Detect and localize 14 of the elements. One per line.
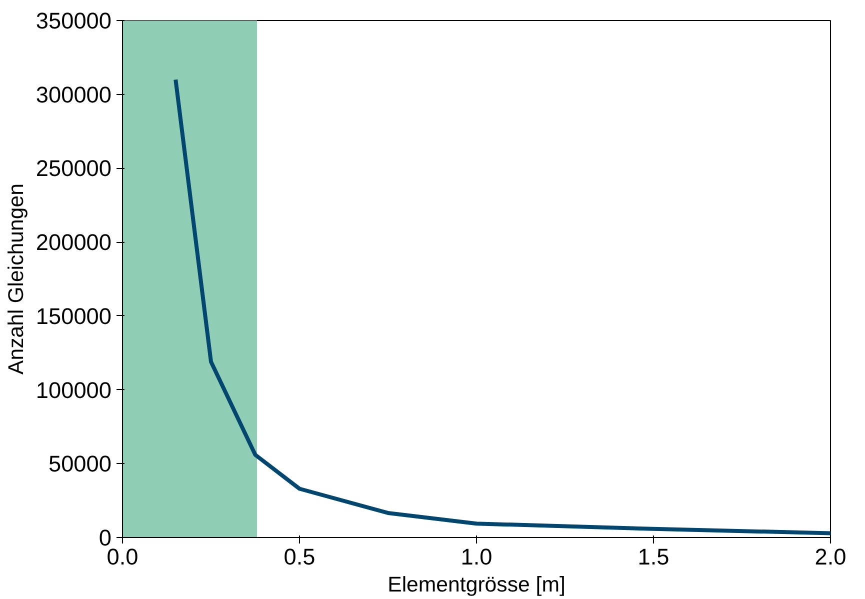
y-tick-label: 50000 xyxy=(48,450,112,477)
y-axis-title: Anzahl Gleichungen xyxy=(4,184,28,374)
y-tick-label: 200000 xyxy=(36,229,112,256)
y-tick-label: 300000 xyxy=(36,81,112,108)
x-tick-label: 2.0 xyxy=(814,544,846,570)
line-series xyxy=(174,78,830,536)
x-tick-label: 1.0 xyxy=(460,544,492,570)
y-tick-label: 350000 xyxy=(36,8,112,34)
y-tick-label: 150000 xyxy=(36,302,112,329)
x-tick-label: 1.5 xyxy=(638,544,670,570)
y-tick-label: 100000 xyxy=(36,376,112,403)
x-axis-title: Elementgrösse [m] xyxy=(388,572,566,596)
y-tick-label: 250000 xyxy=(36,155,112,182)
x-tick-label: 0.5 xyxy=(284,544,316,570)
